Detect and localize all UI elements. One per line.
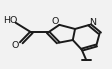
- Text: O: O: [11, 41, 19, 50]
- Text: HO: HO: [3, 16, 17, 25]
- Text: N: N: [89, 18, 96, 27]
- Text: O: O: [52, 17, 59, 26]
